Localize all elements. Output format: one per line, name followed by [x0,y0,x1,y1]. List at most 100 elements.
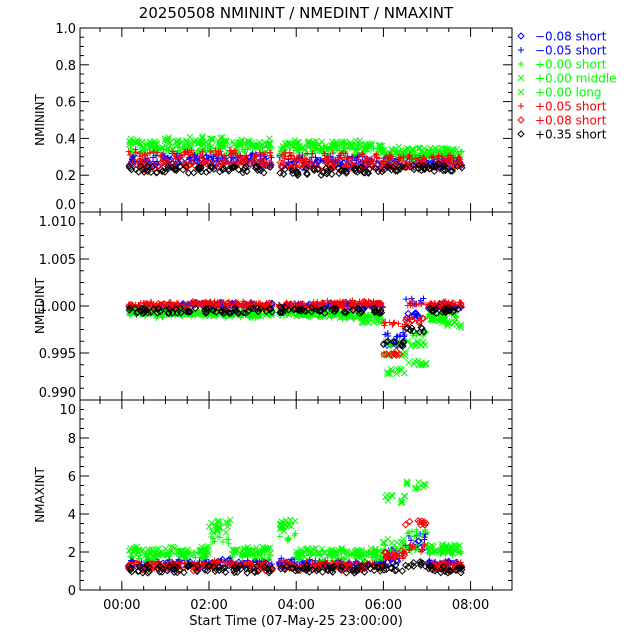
data-point [343,547,351,555]
data-point [280,143,287,151]
panel-nminint: 0.0 0.2 0.4 0.6 0.8 1.0 NMININT [33,22,513,213]
data-point [357,562,366,570]
data-point [409,152,417,160]
data-point [185,308,193,317]
data-point [171,301,179,309]
data-point [389,338,398,346]
data-point [417,166,426,175]
data-point [314,565,322,573]
data-point [346,566,354,574]
data-point [199,133,207,141]
data-point [267,549,274,557]
data-point [297,548,304,556]
data-point [245,138,252,146]
data-point [404,145,411,152]
data-point [338,562,346,571]
data-point [294,168,302,177]
data-point [392,351,401,359]
legend-item: +0.35 short [517,128,607,142]
data-point [146,150,153,157]
data-point [326,165,335,174]
data-point [397,547,406,555]
data-point [247,304,255,313]
legend-marker-plus-icon [518,61,524,67]
data-point [328,564,337,572]
data-point [387,342,394,349]
data-point [285,520,293,528]
data-point [309,545,317,553]
data-point [173,309,182,317]
data-point [176,566,184,575]
data-point [276,169,284,177]
data-point [332,304,340,312]
data-point [243,167,251,176]
data-point [253,158,261,166]
y-axis-label: NMEDINT [33,277,47,334]
data-point [203,566,212,575]
data-point [431,567,439,575]
data-point [307,307,316,316]
data-point [231,548,239,556]
data-point [389,163,397,172]
data-point [409,161,418,169]
data-point [329,147,336,154]
data-point [186,308,194,316]
data-point [298,160,306,169]
data-point [324,153,331,160]
data-point [448,167,457,175]
data-point [452,314,459,322]
data-point [193,564,202,573]
data-point [235,148,242,155]
data-point [405,517,414,526]
y-tick-label: 1.000 [39,300,76,315]
data-point [361,315,369,322]
data-point [266,149,273,156]
data-point [196,558,203,565]
data-point [136,162,145,170]
data-point [240,551,247,558]
data-point [236,561,245,570]
data-point [231,304,239,312]
data-point [353,546,361,554]
data-point [145,546,153,554]
data-point [260,563,269,571]
data-point [296,566,304,575]
data-point [165,301,174,309]
data-point [337,565,345,574]
data-point [321,550,328,557]
data-point [265,567,274,575]
data-point [131,304,139,312]
data-point [220,308,229,316]
data-point [125,148,132,155]
data-point [266,544,274,552]
data-point [186,160,194,169]
data-point [194,152,201,159]
data-point [215,566,223,575]
data-point [336,314,344,322]
data-point [375,299,383,307]
data-point [220,165,228,173]
data-point [432,144,439,152]
data-point [222,519,230,526]
data-point [277,565,285,573]
data-point [308,151,315,158]
data-point [446,167,455,175]
data-point [319,299,327,307]
legend-item: +0.00 long [517,86,602,100]
data-point [293,156,300,163]
y-tick-label: 1.0 [55,22,76,37]
data-point [380,538,387,546]
legend-marker-diamond-icon [517,116,525,124]
data-point [382,331,389,338]
data-point [125,547,133,555]
data-point [153,564,162,573]
data-point [225,167,233,175]
data-point [367,160,376,169]
data-point [402,542,409,549]
legend-label: −0.08 short [535,30,607,44]
data-point [225,540,232,547]
data-point [296,155,303,162]
legend-item: +0.00 short [518,58,607,72]
data-point [407,537,414,544]
data-point [337,155,344,162]
